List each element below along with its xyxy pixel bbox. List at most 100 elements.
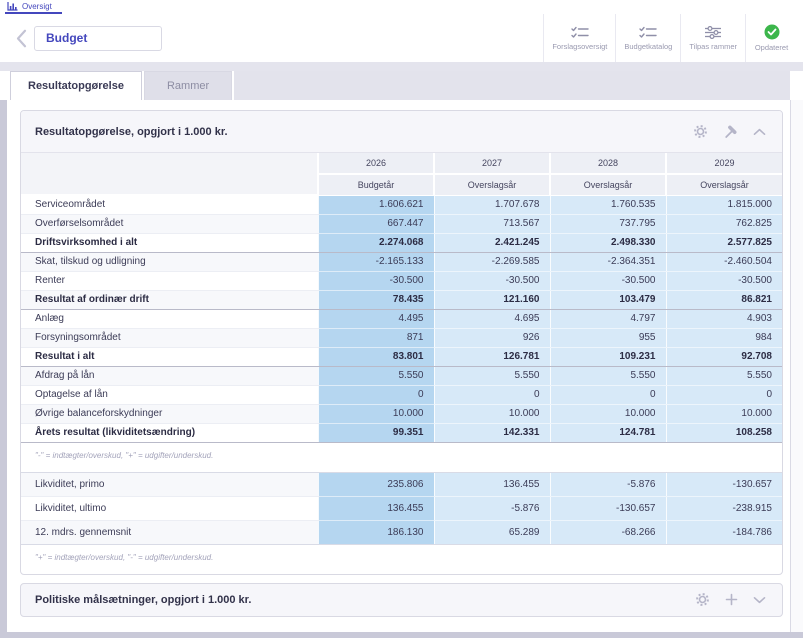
cell-overslagsaar: 109.231 [550, 347, 666, 366]
row-label: 12. mdrs. gennemsnit [21, 520, 318, 544]
cell-overslagsaar: -5.876 [550, 472, 666, 496]
tab-bar: Resultatopgørelse Rammer [0, 71, 803, 100]
cell-overslagsaar: 86.821 [666, 290, 782, 309]
cell-overslagsaar: 926 [434, 328, 550, 347]
cell-budgetaar: 83.801 [318, 347, 434, 366]
cell-overslagsaar: 0 [434, 385, 550, 404]
cell-overslagsaar: 1.760.535 [550, 195, 666, 214]
cell-budgetaar: 99.351 [318, 423, 434, 442]
cell-overslagsaar: 10.000 [550, 404, 666, 423]
table-row: Afdrag på lån 5.550 5.550 5.550 5.550 [21, 366, 782, 385]
table-row: Årets resultat (likviditetsændring) 99.3… [21, 423, 782, 442]
cell-overslagsaar: 5.550 [434, 366, 550, 385]
row-label: Skat, tilskud og udligning [21, 252, 318, 271]
cell-overslagsaar: -30.500 [434, 271, 550, 290]
table-row: Renter -30.500 -30.500 -30.500 -30.500 [21, 271, 782, 290]
gear-icon[interactable] [693, 124, 708, 139]
tilpas-rammer-button[interactable]: Tilpas rammer [680, 14, 745, 62]
year-type-header: Overslagsår [666, 174, 782, 195]
cell-overslagsaar: -30.500 [550, 271, 666, 290]
cell-budgetaar: -30.500 [318, 271, 434, 290]
year-type-header: Overslagsår [434, 174, 550, 195]
opdateret-status[interactable]: Opdateret [745, 14, 797, 62]
cell-overslagsaar: 92.708 [666, 347, 782, 366]
app-window: Oversigt Forslagsoversigt [0, 0, 803, 632]
bar-chart-icon [7, 1, 18, 11]
cell-budgetaar: 1.606.621 [318, 195, 434, 214]
cell-budgetaar: 4.495 [318, 309, 434, 328]
cell-budgetaar: 667.447 [318, 214, 434, 233]
year-header: 2027 [434, 153, 550, 174]
cell-overslagsaar: 762.825 [666, 214, 782, 233]
main-content: Resultatopgørelse, opgjort i 1.000 kr. [7, 100, 790, 632]
table-row: Skat, tilskud og udligning -2.165.133 -2… [21, 252, 782, 271]
cell-overslagsaar: 0 [666, 385, 782, 404]
cell-overslagsaar: 2.498.330 [550, 233, 666, 252]
row-label: Afdrag på lån [21, 366, 318, 385]
panel-title: Politiske målsætninger, opgjort i 1.000 … [35, 594, 251, 606]
table-row: Anlæg 4.495 4.695 4.797 4.903 [21, 309, 782, 328]
module-tab-bar: Oversigt [0, 0, 803, 14]
tab-label: Rammer [167, 80, 209, 92]
plus-icon[interactable] [725, 593, 738, 606]
cell-overslagsaar: -30.500 [666, 271, 782, 290]
chevron-up-icon[interactable] [753, 128, 766, 136]
cell-overslagsaar: 1.815.000 [666, 195, 782, 214]
row-label: Forsyningsområdet [21, 328, 318, 347]
scrollbar-track[interactable] [790, 100, 803, 632]
table-row: Likviditet, primo 235.806 136.455 -5.876… [21, 472, 782, 496]
gear-icon[interactable] [695, 592, 710, 607]
cell-overslagsaar: 1.707.678 [434, 195, 550, 214]
cell-overslagsaar: 2.577.825 [666, 233, 782, 252]
hammer-icon[interactable] [723, 124, 738, 139]
module-tab-oversigt[interactable]: Oversigt [5, 0, 62, 14]
table-row: Driftsvirksomhed i alt 2.274.068 2.421.2… [21, 233, 782, 252]
row-label: Likviditet, primo [21, 472, 318, 496]
checklist-icon [571, 26, 589, 39]
table-row: Overførselsområdet 667.447 713.567 737.7… [21, 214, 782, 233]
row-label: Årets resultat (likviditetsændring) [21, 423, 318, 442]
cell-overslagsaar: 10.000 [434, 404, 550, 423]
cell-overslagsaar: 4.797 [550, 309, 666, 328]
cell-overslagsaar: 955 [550, 328, 666, 347]
resultatopgoerelse-panel: Resultatopgørelse, opgjort i 1.000 kr. [20, 110, 783, 575]
cell-overslagsaar: 2.421.245 [434, 233, 550, 252]
cell-overslagsaar: 0 [550, 385, 666, 404]
cell-overslagsaar: 4.695 [434, 309, 550, 328]
back-button[interactable] [8, 23, 34, 53]
tab-filler [234, 71, 790, 100]
cell-overslagsaar: -5.876 [434, 496, 550, 520]
row-label: Renter [21, 271, 318, 290]
cell-overslagsaar: -68.266 [550, 520, 666, 544]
budgetkatalog-button[interactable]: Budgetkatalog [615, 14, 680, 62]
check-circle-icon [764, 24, 780, 40]
cell-overslagsaar: 121.160 [434, 290, 550, 309]
table-footnote: "+" = indtægter/overskud, "-" = udgifter… [21, 545, 782, 574]
cell-overslagsaar: 126.781 [434, 347, 550, 366]
year-header: 2028 [550, 153, 666, 174]
budget-title-input[interactable] [34, 26, 162, 51]
cell-overslagsaar: -184.786 [666, 520, 782, 544]
cell-overslagsaar: -2.269.585 [434, 252, 550, 271]
cell-overslagsaar: 737.795 [550, 214, 666, 233]
cell-overslagsaar: 124.781 [550, 423, 666, 442]
cell-budgetaar: 5.550 [318, 366, 434, 385]
cell-budgetaar: -2.165.133 [318, 252, 434, 271]
tab-resultatopgoerelse[interactable]: Resultatopgørelse [10, 71, 142, 100]
cell-budgetaar: 871 [318, 328, 434, 347]
row-label: Resultat af ordinær drift [21, 290, 318, 309]
forslagsoversigt-button[interactable]: Forslagsoversigt [543, 14, 615, 62]
tab-rammer[interactable]: Rammer [144, 71, 232, 100]
row-label: Serviceområdet [21, 195, 318, 214]
row-label: Driftsvirksomhed i alt [21, 233, 318, 252]
chevron-down-icon[interactable] [753, 596, 766, 604]
table-row: 12. mdrs. gennemsnit 186.130 65.289 -68.… [21, 520, 782, 544]
cell-overslagsaar: -130.657 [666, 472, 782, 496]
panel-title: Resultatopgørelse, opgjort i 1.000 kr. [35, 126, 228, 138]
row-label: Overførselsområdet [21, 214, 318, 233]
table-row: Resultat af ordinær drift 78.435 121.160… [21, 290, 782, 309]
cell-overslagsaar: 103.479 [550, 290, 666, 309]
year-header-row: 2026 2027 2028 2029 [21, 153, 782, 174]
panel-header: Resultatopgørelse, opgjort i 1.000 kr. [21, 111, 782, 153]
header-divider [0, 62, 803, 71]
